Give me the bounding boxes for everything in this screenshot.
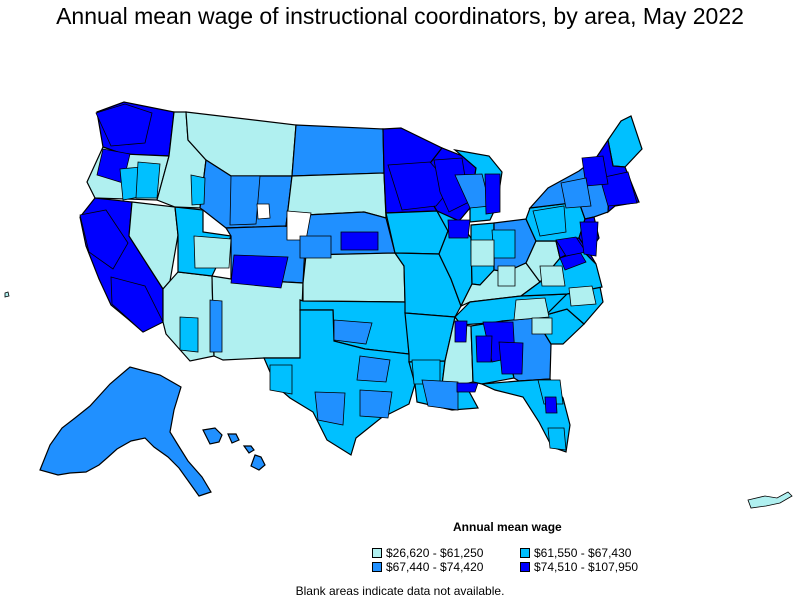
- new-jersey-area: [579, 221, 599, 257]
- colorado-front-range-area: [230, 254, 289, 289]
- central-georgia-area: [498, 341, 524, 375]
- state-north-dakota: [291, 124, 385, 177]
- legend-swatch-mid-low: [372, 562, 382, 572]
- legend-item-mid-low: $67,440 - $74,420: [372, 560, 483, 574]
- west-texas-area: [269, 364, 293, 395]
- pennsylvania-west-area: [532, 205, 567, 237]
- oklahoma-city-area: [333, 319, 373, 345]
- north-carolina-east-area: [568, 285, 597, 307]
- legend-swatch-high: [520, 562, 530, 572]
- baton-rouge-area: [421, 379, 459, 411]
- indiana-south-area: [470, 239, 495, 267]
- wisconsin-east-area: [433, 157, 470, 213]
- state-maine: [607, 115, 643, 168]
- state-texas: [263, 309, 416, 456]
- state-kansas: [302, 252, 406, 303]
- utah-south-area: [193, 235, 232, 269]
- seattle-area: [95, 103, 153, 147]
- columbus-georgia-area: [475, 335, 493, 363]
- legend-label-high: $74,510 - $107,950: [534, 560, 639, 574]
- vermont-new-hampshire-area: [581, 155, 609, 187]
- map-legend: Annual mean wage $26,620 - $61,250 $61,5…: [367, 520, 657, 580]
- legend-item-high: $74,510 - $107,950: [520, 560, 638, 574]
- upstate-new-york-area: [560, 177, 592, 209]
- memphis-east-area: [454, 320, 468, 343]
- nebraska-west-area: [299, 235, 332, 259]
- bay-area: [79, 209, 129, 270]
- chicago-area: [447, 219, 471, 239]
- wyoming-blank-area: [256, 203, 271, 220]
- state-iowa: [385, 210, 449, 255]
- legend-label-mid-low: $67,440 - $74,420: [386, 560, 484, 574]
- virginia-west-area: [539, 265, 566, 287]
- state-alaska: [39, 366, 212, 497]
- gulf-coast-area: [456, 382, 479, 393]
- north-florida-area: [537, 379, 564, 405]
- tennessee-east-area: [513, 297, 550, 321]
- legend-label-mid-high: $61,550 - $67,430: [534, 546, 632, 560]
- blank-areas-note: Blank areas indicate data not available.: [295, 584, 505, 598]
- offshore-area-1: [4, 291, 10, 298]
- houston-area: [359, 389, 393, 419]
- austin-san-antonio-area: [314, 391, 346, 426]
- map-title: Annual mean wage of instructional coordi…: [56, 3, 744, 29]
- wyoming-west-area: [229, 175, 261, 226]
- dallas-area: [356, 355, 391, 383]
- arizona-east-strip-area: [209, 299, 223, 353]
- legend-item-low: $26,620 - $61,250: [372, 546, 483, 560]
- southern-california-area: [110, 276, 164, 333]
- legend-title: Annual mean wage: [453, 520, 562, 534]
- omaha-area: [340, 231, 379, 251]
- legend-label-low: $26,620 - $61,250: [386, 546, 484, 560]
- boston-area: [599, 171, 638, 207]
- legend-item-mid-high: $61,550 - $67,430: [520, 546, 631, 560]
- south-carolina-upstate-area: [531, 317, 553, 335]
- kentucky-east-area: [497, 265, 516, 287]
- detroit-area: [484, 173, 501, 215]
- arizona-south-area: [179, 316, 199, 353]
- ohio-central-area: [491, 229, 516, 259]
- northeast-oregon-area: [135, 161, 161, 199]
- south-florida-area: [547, 427, 567, 451]
- puerto-rico-area: [747, 491, 793, 509]
- orlando-area: [544, 396, 558, 414]
- legend-swatch-low: [372, 548, 382, 558]
- legend-swatch-mid-high: [520, 548, 530, 558]
- state-hawaii: [202, 427, 266, 471]
- idaho-south-area: [190, 174, 206, 206]
- map-area-details: [4, 103, 793, 509]
- state-new-mexico: [211, 275, 304, 361]
